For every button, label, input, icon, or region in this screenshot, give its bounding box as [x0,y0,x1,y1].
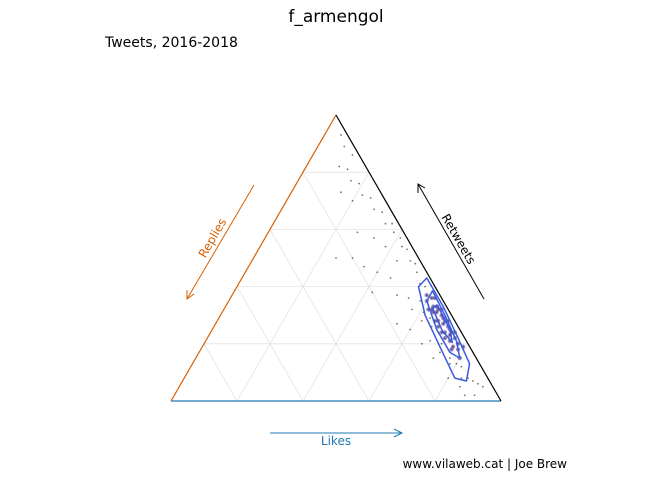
retweets-axis-line [335,114,502,402]
data-point [440,331,443,334]
data-point [429,317,431,319]
data-point [351,154,354,156]
replies-axis-label: Replies [196,216,230,260]
data-point [407,297,410,299]
data-point [473,394,476,397]
grid-line [368,286,436,402]
data-point [450,348,453,351]
data-point [419,300,422,302]
density-point [429,295,434,301]
density-contour [431,304,454,344]
data-point [420,342,423,345]
grid-line [302,229,403,402]
data-point [449,362,451,365]
grid-line [269,229,370,402]
data-point [363,265,365,268]
retweets-axis-label: Retweets [439,211,479,266]
data-point [447,377,450,379]
data-point [340,134,342,136]
data-point [437,325,440,328]
data-point [338,165,341,168]
ternary-grid [203,171,469,402]
grid-line [203,343,238,402]
data-point [361,194,364,197]
likes-axis-arrow [270,428,404,438]
data-point [373,237,375,239]
data-point [340,191,342,194]
data-point [384,222,387,225]
data-point [392,231,395,234]
chart-title: f_armengol [288,7,383,27]
data-point [411,308,413,311]
data-point [435,311,438,314]
data-point [472,380,474,382]
data-point [356,231,359,234]
data-point [460,365,463,368]
data-point [425,294,428,297]
data-point [335,257,337,259]
data-point [452,345,454,348]
data-point [448,357,451,359]
data-point [396,294,398,297]
density-point [424,293,429,298]
data-point [460,377,463,379]
data-point [351,257,354,259]
data-point [430,297,433,299]
data-point [409,260,412,262]
density-contours [417,277,471,382]
data-point [373,208,375,211]
chart-caption: www.vilaweb.cat | Joe Brew [403,457,568,471]
grid-line [236,286,304,402]
data-point [440,342,443,345]
data-point [442,322,445,325]
data-point [376,271,379,274]
density-contour [417,277,471,382]
data-point [458,385,461,388]
data-point [396,322,398,325]
density-point [449,347,454,352]
data-point [414,262,417,265]
replies-axis-arrow [186,184,255,300]
data-point [455,362,458,365]
chart-subtitle: Tweets, 2016-2018 [104,35,238,51]
retweets-axis-arrow [417,183,485,300]
data-point [401,245,403,248]
data-point [463,394,466,397]
data-point [381,211,384,214]
data-point [358,182,360,185]
data-point [369,197,372,199]
data-point [384,245,387,248]
data-point [391,222,393,225]
data-point [439,351,441,354]
data-point [477,382,479,385]
density-point [450,344,456,349]
density-point [441,321,446,326]
data-point [371,291,374,294]
data-point [343,145,346,148]
data-point [482,385,484,388]
data-point [432,357,435,359]
data-point [399,237,402,239]
data-point [346,168,349,171]
likes-axis-label: Likes [321,434,351,448]
density-contour [426,290,461,359]
data-point [406,248,408,251]
data-point [351,199,354,202]
data-point [416,271,418,274]
data-point [396,260,398,262]
data-point [350,179,352,182]
data-point [389,277,392,279]
data-point [409,328,412,331]
data-point [444,337,446,339]
data-point [420,320,423,322]
replies-axis-line [170,114,337,402]
density-point [442,335,448,341]
data-point [424,285,426,288]
data-point [429,340,431,342]
